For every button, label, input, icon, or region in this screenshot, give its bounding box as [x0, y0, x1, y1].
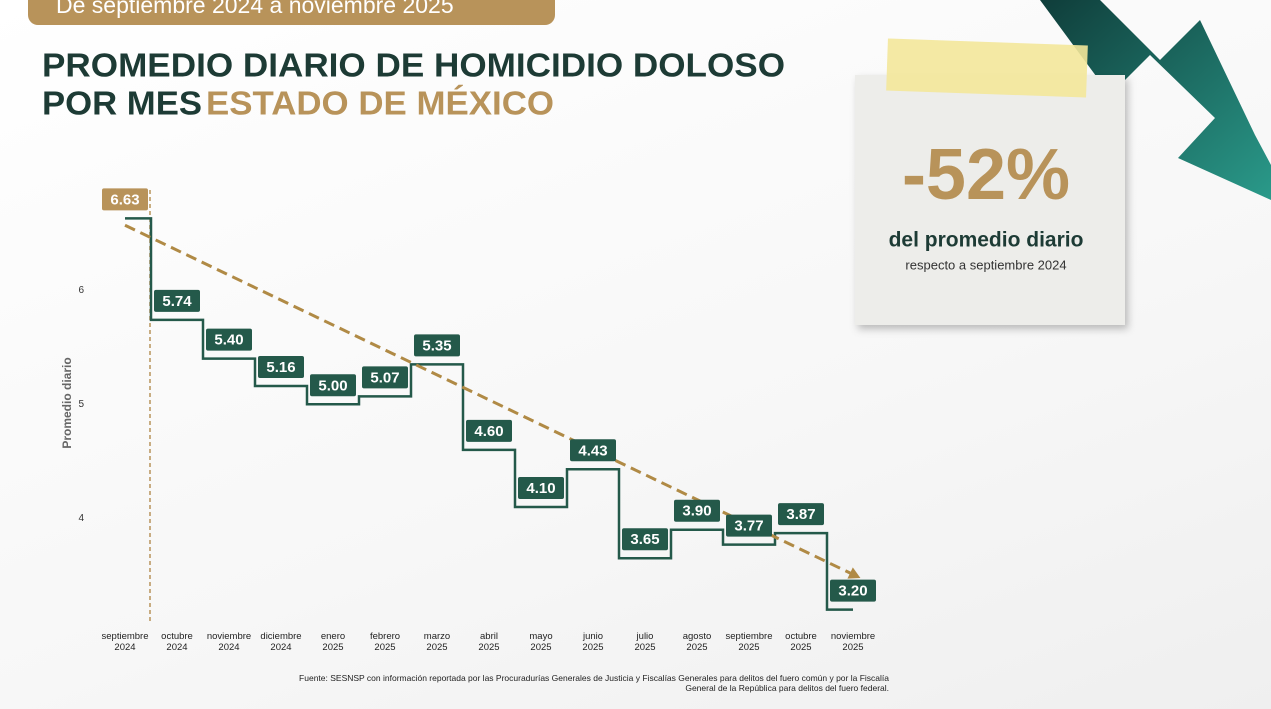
value-label-box: [622, 528, 668, 551]
x-tick-label: noviembre 2024: [206, 631, 252, 653]
x-tick-label: febrero 2025: [369, 631, 401, 653]
x-tick-label: octubre 2025: [785, 631, 817, 653]
value-label: 3.90: [682, 503, 711, 520]
header-banner: [28, 0, 555, 25]
trend-arrowhead: [847, 567, 861, 579]
value-label: 5.00: [318, 377, 347, 394]
value-label-box: [154, 289, 200, 312]
value-label-box: [726, 514, 772, 537]
y-tick-label: 5: [78, 399, 84, 410]
x-tick-label: septiembre 2025: [725, 631, 773, 653]
x-tick-label: enero 2025: [320, 631, 346, 653]
title-highlight: ESTADO DE MÉXICO: [206, 85, 554, 122]
value-label-box: [518, 476, 564, 499]
step-line: [125, 217, 853, 611]
value-label-box: [310, 374, 356, 397]
x-tick-label: octubre 2024: [161, 631, 193, 653]
note-tape: [886, 38, 1088, 98]
note: [855, 75, 1125, 325]
title: PROMEDIO DIARIO DE HOMICIDIO DOLOSO: [42, 47, 785, 84]
y-tick-label: 6: [78, 285, 84, 296]
note-value: -52%: [902, 135, 1070, 215]
x-tick-label: marzo 2025: [423, 631, 451, 653]
value-label-box: [570, 439, 616, 462]
y-axis-title: Promedio diario: [60, 357, 74, 448]
value-label: 3.87: [786, 506, 815, 523]
value-label: 5.40: [214, 332, 243, 349]
note-subtext: respecto a septiembre 2024: [905, 257, 1066, 272]
header-subtitle: De septiembre 2024 a noviembre 2025: [56, 0, 454, 18]
x-tick-label: septiembre 2024: [101, 631, 149, 653]
x-tick-label: julio 2025: [634, 631, 656, 653]
decor-arrow: [1040, 0, 1271, 200]
x-tick-label: junio 2025: [582, 631, 604, 653]
x-tick-label: agosto 2025: [682, 631, 712, 653]
value-label: 5.07: [370, 369, 399, 386]
value-label: 3.65: [630, 531, 659, 548]
value-label-box: [830, 579, 876, 602]
value-label: 5.35: [422, 337, 451, 354]
value-label: 5.74: [162, 293, 192, 310]
value-label-box: [206, 328, 252, 351]
value-label-box: [466, 419, 512, 442]
x-tick-label: diciembre 2024: [260, 631, 302, 653]
value-label-box: [414, 334, 460, 357]
value-label: 5.16: [266, 359, 295, 376]
value-label-box: [778, 503, 824, 526]
value-label-box: [674, 499, 720, 522]
value-label: 3.77: [734, 518, 763, 535]
value-label-box: [362, 366, 408, 389]
source: Fuente: SESNSP con información reportada…: [299, 673, 889, 693]
value-label: 4.60: [474, 423, 503, 440]
value-label-box: [102, 188, 148, 211]
value-label: 3.20: [838, 583, 867, 600]
value-label: 4.10: [526, 480, 555, 497]
x-tick-label: abril 2025: [478, 631, 500, 653]
value-label: 6.63: [110, 191, 139, 208]
x-tick-label: noviembre 2025: [830, 631, 876, 653]
note-text: del promedio diario: [889, 229, 1084, 252]
value-label-box: [258, 356, 304, 379]
y-tick-label: 4: [78, 513, 84, 524]
value-label: 4.43: [578, 442, 607, 459]
x-tick-label: mayo 2025: [529, 631, 553, 653]
title-line2: POR MES: [42, 85, 202, 122]
